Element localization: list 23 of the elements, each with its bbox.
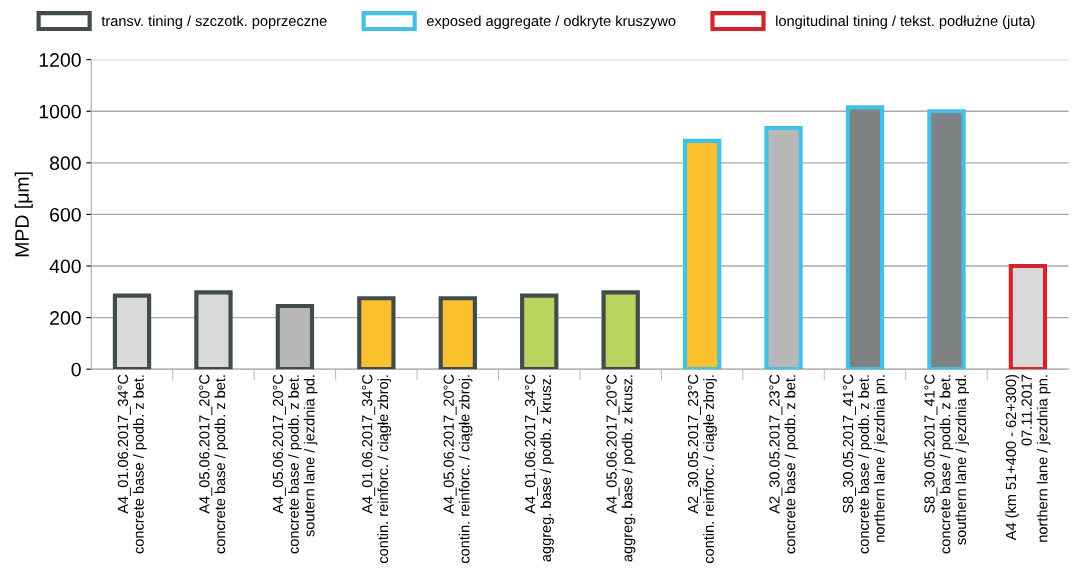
legend-label: transv. tining / szczotk. poprzeczne	[101, 15, 327, 29]
x-tick-label: A4_05.06.2017_20°C contin. reinforc. / ciągłe zbroj.	[443, 374, 473, 564]
y-tick-label: 1000	[39, 104, 81, 119]
x-tick-label: S8_30.05.2017_41°C concrete base / podb. z bet. southern lane / jezdnia pd.	[924, 374, 969, 554]
y-axis-title: MPD [μm]	[14, 172, 33, 257]
x-tick-label: S8_30.05.2017_41°C concrete base / podb. z bet. northern lane / jezdnia pn.	[842, 374, 888, 554]
x-tick-label: A4_01.06.2017_34°C aggreg. base / podb. z krusz.	[524, 374, 554, 562]
y-tick-label: 200	[50, 311, 81, 325]
y-tick-label: 800	[49, 156, 81, 171]
x-tick-label: A4_01.06.2017_34°C contin. reinforc. / ciągłe zbroj.	[362, 374, 392, 564]
y-tick-label: 1200	[39, 53, 81, 67]
x-tick-label: A4 (km 51+400 - 62+300) 07.11.2017 northern lane / jezdnia pn.	[1005, 374, 1051, 542]
legend-label: exposed aggregate / odkryte kruszywo	[426, 15, 676, 29]
y-tick-label: 0	[71, 362, 81, 377]
x-tick-label: A4_01.06.2017_34°C concrete base / podb. z bet.	[117, 374, 147, 554]
y-tick-label: 400	[49, 259, 81, 274]
y-tick-label: 600	[50, 207, 81, 222]
x-tick-label: A4_05.06.2017_20°C concrete base / podb. z bet. soutern lane / jezdnia pd.	[272, 374, 318, 554]
legend-label: longitudinal tining / tekst. podłużne (juta)	[776, 15, 1035, 29]
x-tick-label: A4_05.06.2017_20°C aggreg. base / podb. z krusz.	[606, 374, 636, 562]
x-tick-label: A2_30.05.2017_23°C concrete base / podb. z bet.	[769, 374, 799, 554]
x-tick-label: A4_05.06.2017_20°C concrete base / podb. z bet.	[199, 374, 229, 554]
x-tick-label: A2_30.05.2017_23°C contin. reinforc. / ciągłe zbroj.	[687, 374, 717, 564]
